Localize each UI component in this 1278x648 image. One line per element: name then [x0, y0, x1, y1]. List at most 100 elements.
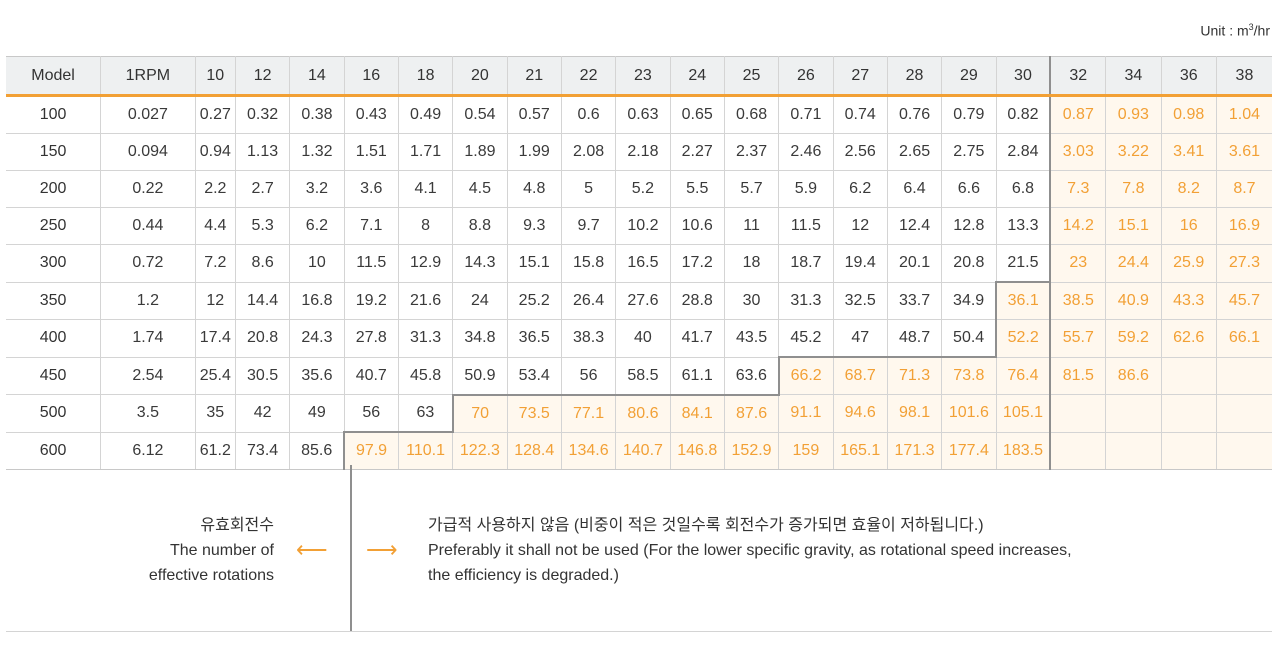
- flow-cell: 2.27: [669, 133, 725, 171]
- flow-cell: 4.8: [506, 170, 562, 208]
- flow-cell: 0.49: [397, 95, 454, 134]
- flow-cell: 18.7: [778, 244, 834, 283]
- flow-cell-not-recommended: 87.6: [723, 393, 780, 433]
- flow-cell-not-recommended: 52.2: [995, 319, 1051, 358]
- flow-cell: 56: [343, 394, 399, 433]
- flow-cell: 35.6: [289, 356, 345, 395]
- flow-cell: 13.3: [995, 207, 1051, 245]
- flow-cell-not-recommended: 97.9: [343, 431, 399, 470]
- legend-effective-rotations: 유효회전수 The number of effective rotations: [149, 513, 274, 588]
- legend-left-english-line1: The number of: [169, 542, 274, 559]
- flow-cell-not-recommended: 68.7: [832, 356, 888, 395]
- table-header-row: Model 1RPM 10 12 14 16 18 20 21 22 23 24 25 26 27 28 29 3…: [6, 56, 1272, 97]
- column-header: 14: [289, 56, 345, 97]
- flow-cell: 85.6: [289, 431, 345, 470]
- column-header: 32: [1049, 56, 1107, 97]
- flow-cell-not-recommended: 27.3: [1215, 244, 1272, 283]
- flow-cell: 40: [615, 319, 671, 358]
- model-cell: 500: [6, 394, 102, 433]
- flow-cell: 2.46: [778, 133, 834, 171]
- column-header: 22: [560, 56, 617, 97]
- flow-cell-not-recommended: 76.4: [995, 356, 1051, 395]
- flow-cell: 6.6: [941, 170, 997, 208]
- flow-cell: 7.2: [194, 244, 236, 283]
- flow-cell-not-recommended: 152.9: [723, 431, 780, 470]
- flow-cell: 61.2: [194, 431, 236, 470]
- flow-cell-not-recommended: 159: [778, 431, 834, 470]
- flow-cell: 56: [560, 356, 617, 395]
- model-cell: 400: [6, 319, 102, 358]
- flow-cell-not-recommended: 1.04: [1215, 95, 1272, 134]
- flow-cell: 49: [289, 394, 345, 433]
- flow-cell: 2.08: [560, 133, 617, 171]
- arrow-right-icon: ⟶: [366, 537, 398, 562]
- flow-cell: 34.8: [452, 319, 508, 358]
- empty-cell: [1160, 431, 1217, 470]
- table-row: 150 0.094 0.94 1.13 1.32 1.51 1.71 1.89 1.99 2.08…: [6, 133, 1272, 171]
- flow-cell-not-recommended: 36.1: [995, 281, 1051, 320]
- rpm-cell: 6.12: [100, 431, 196, 470]
- flow-cell: 20.8: [234, 319, 291, 358]
- flow-cell: 25.4: [194, 356, 236, 395]
- flow-cell-not-recommended: 24.4: [1105, 244, 1162, 283]
- flow-cell: 25.2: [506, 281, 562, 320]
- flow-cell: 17.4: [194, 319, 236, 358]
- flow-cell-not-recommended: 171.3: [886, 431, 943, 470]
- legend-left-english-line2: effective rotations: [148, 567, 274, 584]
- flow-cell-not-recommended: 105.1: [995, 394, 1051, 433]
- column-header: 34: [1105, 56, 1162, 97]
- flow-cell: 38.3: [560, 319, 617, 358]
- flow-cell: 45.8: [397, 356, 454, 395]
- flow-cell: 0.68: [723, 95, 780, 134]
- flow-cell: 4.5: [452, 170, 508, 208]
- empty-cell: [1105, 431, 1162, 470]
- flow-cell: 31.3: [778, 281, 834, 320]
- table-row: 600 6.12 61.2 73.4 85.6 97.9 110.1 122.3 128.4 13…: [6, 431, 1272, 470]
- column-header: 1RPM: [100, 56, 196, 97]
- flow-cell: 47: [832, 319, 888, 358]
- flow-cell-not-recommended: 0.98: [1160, 95, 1217, 134]
- flow-cell-not-recommended: 3.61: [1215, 133, 1272, 171]
- flow-cell: 3.2: [289, 170, 345, 208]
- column-header: 20: [452, 56, 508, 97]
- flow-cell-not-recommended: 45.7: [1215, 281, 1272, 320]
- column-header: 38: [1215, 56, 1272, 97]
- rpm-cell: 0.22: [100, 170, 196, 208]
- flow-cell: 19.4: [832, 244, 888, 283]
- flow-cell-not-recommended: 81.5: [1049, 356, 1107, 395]
- flow-cell: 3.6: [343, 170, 399, 208]
- flow-cell: 0.6: [560, 95, 617, 134]
- flow-cell-not-recommended: 8.7: [1215, 170, 1272, 208]
- arrow-left-icon: ⟵: [296, 537, 328, 562]
- flow-cell-not-recommended: 128.4: [506, 431, 562, 470]
- flow-cell-not-recommended: 25.9: [1160, 244, 1217, 283]
- flow-cell-not-recommended: 59.2: [1105, 319, 1162, 358]
- flow-cell: 53.4: [506, 356, 562, 395]
- flow-cell-not-recommended: 38.5: [1049, 281, 1107, 320]
- legend-right-korean: 가급적 사용하지 않음 (비중이 적은 것일수록 회전수가 증가되면 효율이 저…: [428, 517, 984, 534]
- empty-cell: [1215, 394, 1272, 433]
- flow-cell: 34.9: [941, 281, 997, 320]
- flow-cell: 11.5: [778, 207, 834, 245]
- flow-cell: 5.3: [234, 207, 291, 245]
- table-row: 400 1.74 17.4 20.8 24.3 27.8 31.3 34.8 36.5 38.3 4…: [6, 319, 1272, 358]
- flow-cell-not-recommended: 134.6: [560, 431, 617, 470]
- flow-cell: 5.9: [778, 170, 834, 208]
- table-row: 450 2.54 25.4 30.5 35.6 40.7 45.8 50.9 53.4 56 58.…: [6, 356, 1272, 395]
- flow-cell: 21.5: [995, 244, 1051, 283]
- table-row: 100 0.027 0.27 0.32 0.38 0.43 0.49 0.54 0.57 0.6 0…: [6, 95, 1272, 134]
- flow-cell: 7.1: [343, 207, 399, 245]
- flow-cell: 73.4: [234, 431, 291, 470]
- table-row: 250 0.44 4.4 5.3 6.2 7.1 8 8.8 9.3 9.7 10.2 10.6 11 1…: [6, 207, 1272, 245]
- flow-cell-not-recommended: 8.2: [1160, 170, 1217, 208]
- flow-cell: 9.3: [506, 207, 562, 245]
- flow-cell: 0.38: [289, 95, 345, 134]
- legend-left-korean: 유효회전수: [200, 517, 274, 534]
- flow-cell: 0.32: [234, 95, 291, 134]
- flow-cell: 27.6: [615, 281, 671, 320]
- rpm-cell: 2.54: [100, 356, 196, 395]
- flow-cell-not-recommended: 43.3: [1160, 281, 1217, 320]
- flow-cell-not-recommended: 55.7: [1049, 319, 1107, 358]
- empty-cell: [1215, 356, 1272, 395]
- flow-cell: 10.2: [615, 207, 671, 245]
